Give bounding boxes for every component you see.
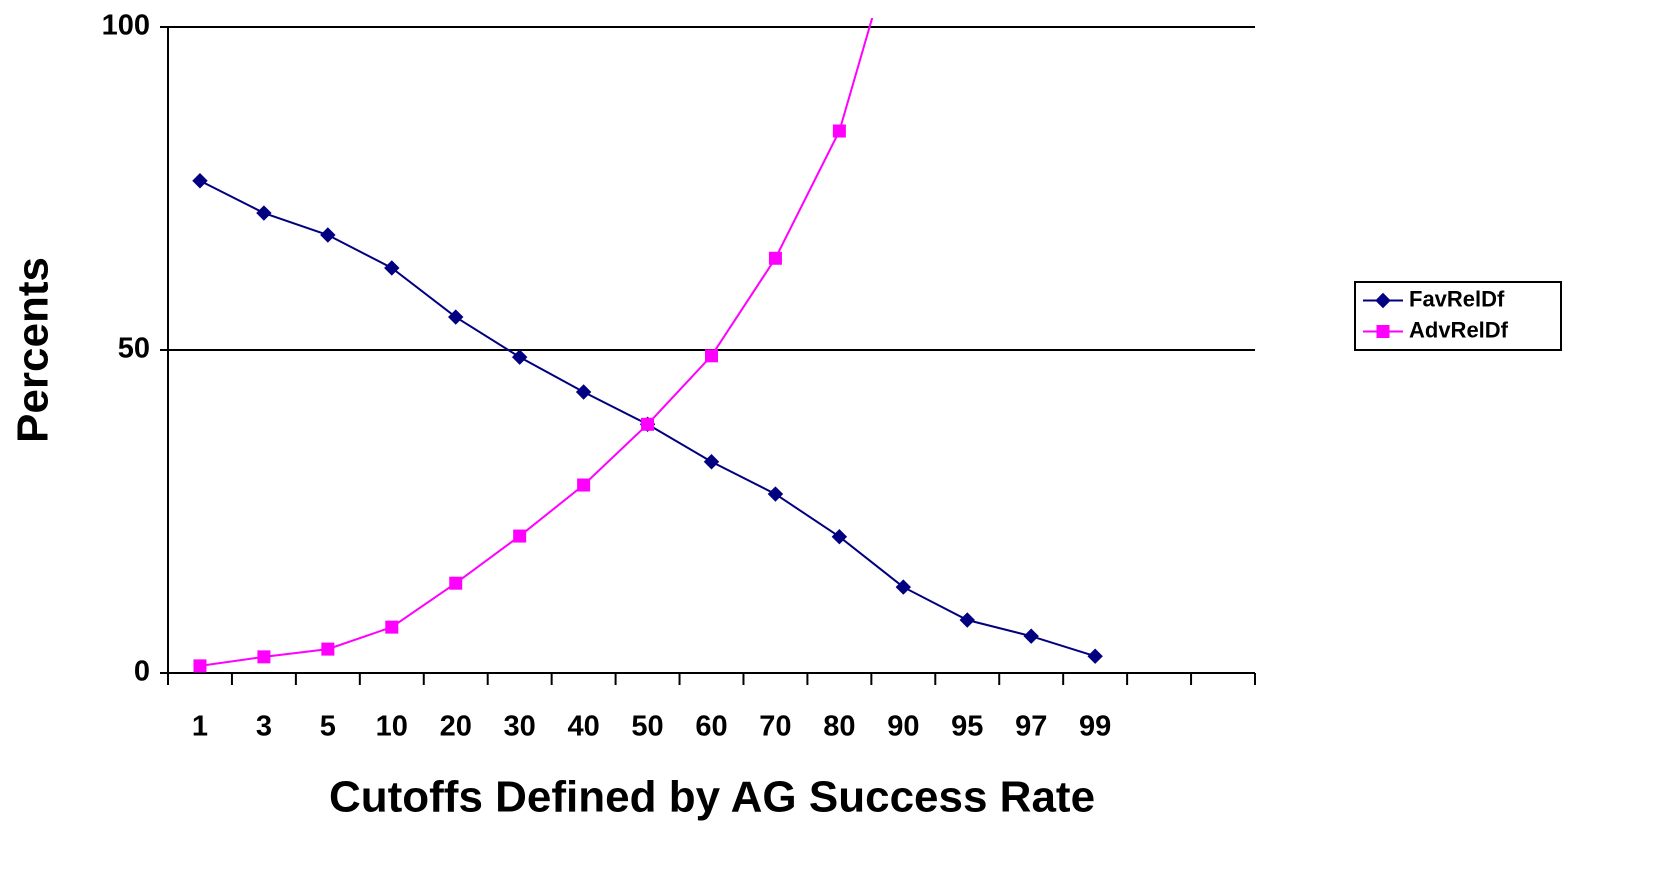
point xyxy=(513,529,527,543)
y-tick-label: 50 xyxy=(118,333,150,365)
point xyxy=(1087,648,1103,664)
point xyxy=(384,260,400,276)
point xyxy=(831,528,848,545)
point xyxy=(641,417,655,431)
point xyxy=(959,612,975,628)
point xyxy=(511,349,528,365)
point xyxy=(703,454,720,470)
legend-marker xyxy=(1376,325,1390,338)
point xyxy=(193,659,207,673)
x-tick-label: 1 xyxy=(192,711,208,743)
x-tick-label: 10 xyxy=(376,711,408,743)
y-tick-label: 0 xyxy=(134,656,150,688)
x-tick-label: 30 xyxy=(504,711,536,743)
point xyxy=(449,576,463,590)
point xyxy=(320,227,336,243)
y-tick-label: 100 xyxy=(102,10,150,42)
x-tick-label: 95 xyxy=(951,711,983,743)
point xyxy=(1023,628,1039,644)
x-tick-label: 20 xyxy=(440,711,472,743)
plot-area xyxy=(192,18,1103,673)
legend-marker xyxy=(1375,292,1391,309)
point xyxy=(192,173,208,189)
point xyxy=(448,309,464,325)
y-axis-title: Percents xyxy=(9,257,58,443)
point xyxy=(321,642,335,656)
x-tick-label: 50 xyxy=(631,711,663,743)
point xyxy=(832,124,846,138)
series-line xyxy=(199,18,874,667)
legend-label: AdvRelDf xyxy=(1409,317,1509,342)
x-tick-label: 5 xyxy=(320,711,336,743)
x-tick-label: 80 xyxy=(823,711,855,743)
x-tick-label: 97 xyxy=(1015,711,1047,743)
x-tick-label: 99 xyxy=(1079,711,1111,743)
point xyxy=(257,650,271,664)
x-tick-label: 90 xyxy=(887,711,919,743)
point xyxy=(768,251,782,265)
point xyxy=(575,384,592,400)
point xyxy=(895,579,912,595)
x-axis-title: Cutoffs Defined by AG Success Rate xyxy=(329,773,1095,822)
x-tick-label: 3 xyxy=(256,711,272,743)
x-tick-label: 70 xyxy=(759,711,791,743)
point xyxy=(385,620,399,634)
x-tick-label: 40 xyxy=(567,711,599,743)
legend-box xyxy=(1354,281,1562,351)
x-tick-label: 60 xyxy=(695,711,727,743)
point xyxy=(577,478,591,492)
point xyxy=(256,205,272,221)
point xyxy=(705,349,718,363)
legend-label: FavRelDf xyxy=(1409,286,1505,311)
point xyxy=(767,486,784,502)
